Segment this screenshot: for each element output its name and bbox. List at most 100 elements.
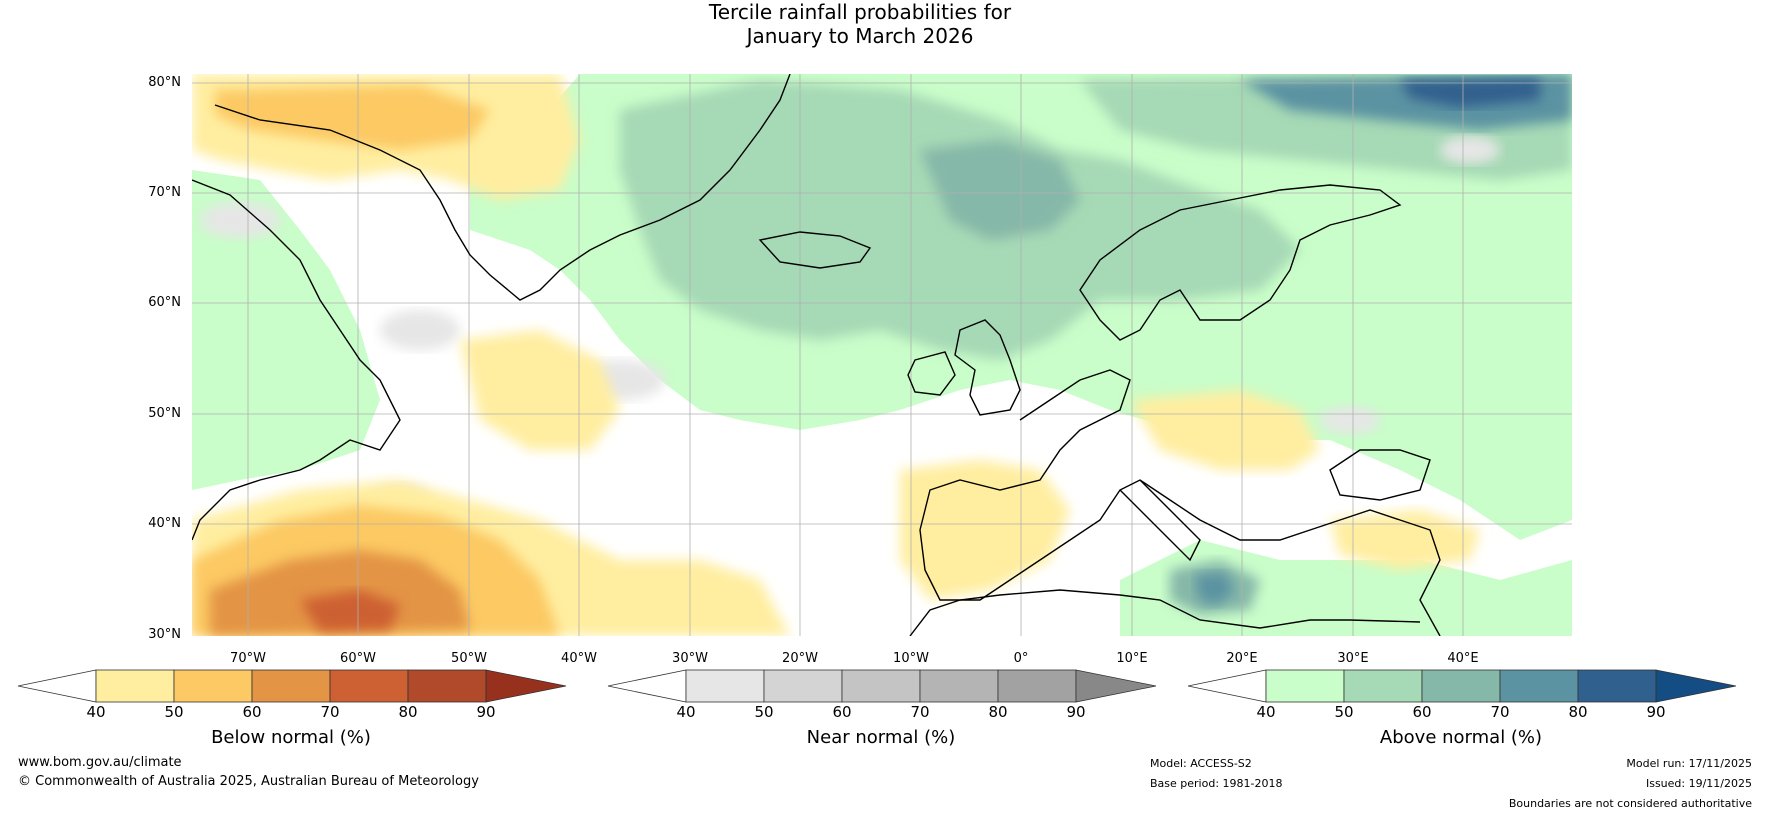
- italy-coast: [1119, 479, 1201, 562]
- scandinavia-coast: [1079, 184, 1402, 341]
- below-normal-60-canada: [215, 85, 490, 150]
- coastlines: [192, 74, 1441, 636]
- cbar-below-tick: 40: [86, 703, 106, 721]
- graticule: [192, 74, 1572, 636]
- canada-coast: [192, 179, 401, 541]
- colorbar-above-normal: [1187, 669, 1737, 703]
- cbar-below-title: Below normal (%): [211, 727, 371, 748]
- cbar-below-tick: 70: [320, 703, 340, 721]
- cbar-near-tick: 50: [754, 703, 774, 721]
- below-normal-70-atlantic: [210, 550, 470, 636]
- cbar-below-seg-4: [329, 669, 409, 703]
- cbar-below-seg-1: [95, 669, 175, 703]
- colorbar-near-normal: [607, 669, 1157, 703]
- cbar-below-tick: 50: [164, 703, 184, 721]
- model-text: Model: ACCESS-S2: [1150, 757, 1252, 770]
- lat-label-80n: 80°N: [148, 75, 181, 90]
- lon-label-30w: 30°W: [672, 651, 708, 666]
- cbar-near-seg-5: [997, 669, 1077, 703]
- above-normal-90-region: [1400, 78, 1540, 108]
- copyright-text: © Commonwealth of Australia 2025, Austra…: [18, 774, 479, 789]
- cbar-above-seg-5: [1577, 669, 1657, 703]
- cbar-above-tick: 90: [1646, 703, 1666, 721]
- cbar-below-max-triangle: [485, 669, 567, 703]
- website-link[interactable]: www.bom.gov.au/climate: [18, 755, 182, 770]
- colorbar-below-normal: [17, 669, 567, 703]
- map-title: Tercile rainfall probabilities for Janua…: [560, 0, 1160, 48]
- issued-text: Issued: 19/11/2025: [1645, 777, 1752, 790]
- lon-label-20w: 20°W: [782, 651, 818, 666]
- europe-coast: [919, 369, 1441, 636]
- lat-label-50n: 50°N: [148, 406, 181, 421]
- cbar-above-seg-1: [1265, 669, 1345, 703]
- cbar-near-seg-3: [841, 669, 921, 703]
- cbar-near-max-triangle: [1075, 669, 1157, 703]
- cbar-near-tick: 80: [988, 703, 1008, 721]
- above-normal-region-west: [192, 170, 380, 490]
- cbar-near-title: Near normal (%): [806, 727, 956, 748]
- greenland-coast: [214, 74, 791, 301]
- base-period-text: Base period: 1981-2018: [1150, 777, 1283, 790]
- lon-label-30e: 30°E: [1337, 651, 1369, 666]
- near-normal-patch: [1320, 406, 1380, 434]
- cbar-near-tick: 40: [676, 703, 696, 721]
- cbar-near-seg-2: [763, 669, 843, 703]
- disclaimer-text: Boundaries are not considered authoritat…: [1508, 797, 1752, 810]
- uk-coast: [954, 319, 1021, 416]
- cbar-below-seg-5: [407, 669, 487, 703]
- model-run-text: Model run: 17/11/2025: [1626, 757, 1752, 770]
- cbar-above-tick: 50: [1334, 703, 1354, 721]
- lat-label-70n: 70°N: [148, 185, 181, 200]
- cbar-above-seg-2: [1343, 669, 1423, 703]
- below-normal-region-iberia: [900, 460, 1070, 600]
- lon-label-40w: 40°W: [561, 651, 597, 666]
- cbar-above-tick: 80: [1568, 703, 1588, 721]
- near-normal-patch: [380, 310, 460, 350]
- cbar-near-seg-1: [685, 669, 765, 703]
- below-normal-region-middle-east: [1330, 510, 1480, 570]
- cbar-above-min-triangle: [1187, 669, 1267, 703]
- above-normal-70-region: [920, 140, 1080, 240]
- cbar-below-tick: 80: [398, 703, 418, 721]
- below-normal-region-europe: [1130, 390, 1320, 470]
- cbar-below-min-triangle: [17, 669, 97, 703]
- cbar-above-tick: 70: [1490, 703, 1510, 721]
- lat-label-40n: 40°N: [148, 516, 181, 531]
- cbar-above-max-triangle: [1655, 669, 1737, 703]
- lon-label-20e: 20°E: [1226, 651, 1258, 666]
- cbar-near-tick: 90: [1066, 703, 1086, 721]
- cbar-near-tick: 70: [910, 703, 930, 721]
- cbar-near-tick: 60: [832, 703, 852, 721]
- cbar-near-seg-4: [919, 669, 999, 703]
- cbar-below-seg-3: [251, 669, 331, 703]
- lon-label-40e: 40°E: [1447, 651, 1479, 666]
- cbar-above-seg-4: [1499, 669, 1579, 703]
- iceland-coast: [758, 231, 872, 269]
- lon-label-10e: 10°E: [1116, 651, 1148, 666]
- black-sea-coast: [1329, 449, 1431, 501]
- lon-label-70w: 70°W: [230, 651, 266, 666]
- near-normal-patch: [1440, 136, 1500, 164]
- ireland-coast: [907, 351, 956, 396]
- cbar-above-title: Above normal (%): [1379, 727, 1543, 748]
- lon-label-60w: 60°W: [340, 651, 376, 666]
- probability-fields: [192, 74, 1572, 636]
- below-normal-80-atlantic: [300, 590, 400, 632]
- below-normal-region-mid-atlantic: [460, 330, 620, 450]
- cbar-below-tick: 60: [242, 703, 262, 721]
- cbar-above-tick: 40: [1256, 703, 1276, 721]
- cbar-above-tick: 60: [1412, 703, 1432, 721]
- cbar-above-seg-3: [1421, 669, 1501, 703]
- above-normal-80-region-med: [1195, 572, 1235, 606]
- lat-label-60n: 60°N: [148, 295, 181, 310]
- title-line-2: January to March 2026: [746, 24, 974, 48]
- cbar-near-min-triangle: [607, 669, 687, 703]
- lon-label-0: 0°: [1013, 651, 1029, 666]
- cbar-below-tick: 90: [476, 703, 496, 721]
- north-africa-coast: [909, 589, 1421, 636]
- lon-label-50w: 50°W: [451, 651, 487, 666]
- lon-label-10w: 10°W: [893, 651, 929, 666]
- cbar-below-seg-2: [173, 669, 253, 703]
- lat-label-30n: 30°N: [148, 627, 181, 642]
